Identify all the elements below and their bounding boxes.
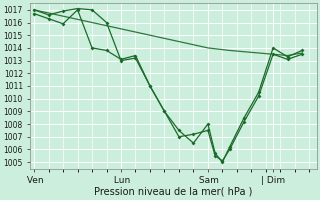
X-axis label: Pression niveau de la mer( hPa ): Pression niveau de la mer( hPa ) bbox=[94, 187, 253, 197]
